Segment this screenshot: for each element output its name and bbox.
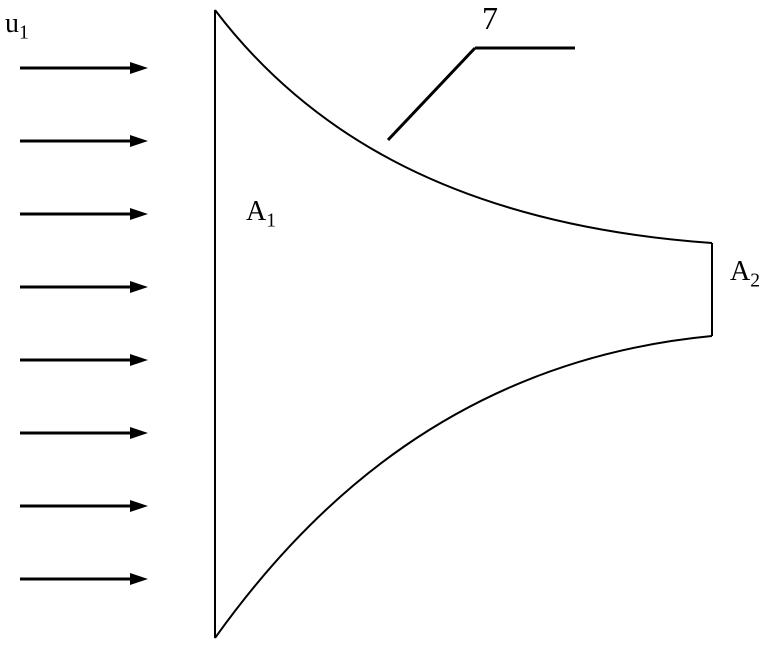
label-A2: A2 — [730, 256, 760, 293]
label-u1-text: u — [5, 8, 19, 39]
diagram-svg — [0, 0, 773, 658]
label-ref7-text: 7 — [482, 0, 498, 36]
label-A2-sub: 2 — [750, 271, 760, 292]
reference-leader — [388, 48, 575, 140]
label-u1-sub: 1 — [19, 23, 29, 44]
label-A1-sub: 1 — [266, 211, 276, 232]
label-A1: A1 — [246, 196, 276, 233]
label-A1-text: A — [246, 196, 266, 227]
label-u1: u1 — [5, 8, 29, 45]
label-A2-text: A — [730, 256, 750, 287]
flow-arrows — [20, 62, 148, 585]
nozzle-shape — [215, 10, 712, 638]
label-ref7: 7 — [482, 0, 498, 37]
